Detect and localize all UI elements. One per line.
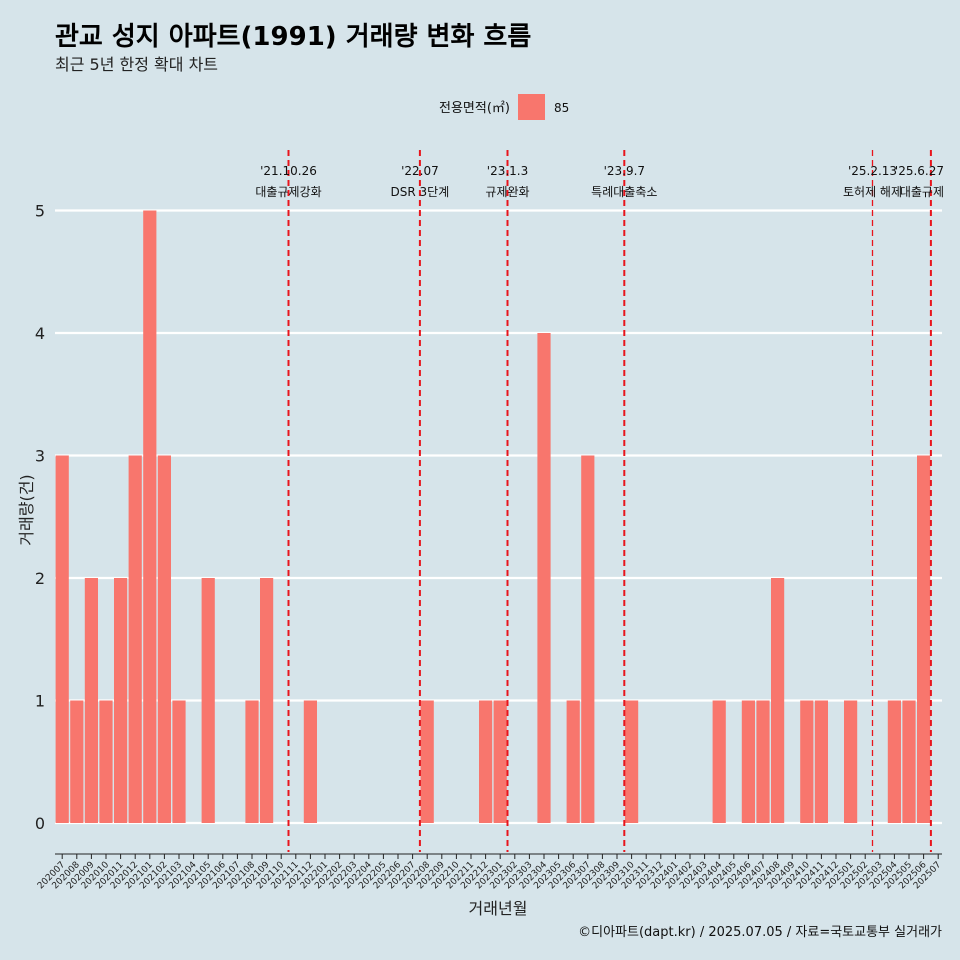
- y-axis-title: 거래량(건): [17, 474, 36, 545]
- bar-202007: [55, 455, 69, 823]
- bar-202212: [479, 700, 493, 823]
- event-label-202506: 대출규제: [900, 185, 944, 199]
- bar-202306: [566, 700, 580, 823]
- event-date-202506: '25.6.27: [895, 164, 944, 178]
- y-tick-label-3: 3: [35, 447, 45, 466]
- bar-202407: [756, 700, 770, 823]
- bar-202012: [128, 455, 142, 823]
- bar-202505: [902, 700, 916, 823]
- bar-202408: [771, 578, 785, 823]
- bar-202404: [712, 700, 726, 823]
- bar-202310: [625, 700, 639, 823]
- x-axis-title: 거래년월: [469, 899, 528, 918]
- bars: [55, 210, 931, 823]
- bar-202103: [172, 700, 186, 823]
- bar-202101: [143, 210, 157, 823]
- bar-202008: [70, 700, 84, 823]
- legend-label-85: 85: [554, 101, 569, 115]
- y-tick-label-0: 0: [35, 814, 45, 833]
- event-label-202207: DSR 3단계: [391, 185, 450, 199]
- bar-202301: [493, 700, 507, 823]
- bar-202009: [84, 578, 98, 823]
- bar-202108: [245, 700, 259, 823]
- chart-subtitle: 최근 5년 한정 확대 차트: [55, 55, 218, 74]
- bar-202501: [844, 700, 858, 823]
- event-markers: '21.10.26 대출규제강화 '22.07 DSR 3단계 '23.1.3 규제완화 '…: [255, 150, 944, 852]
- bar-202112: [303, 700, 317, 823]
- bar-202208: [420, 700, 434, 823]
- y-axis-ticks: 0 1 2 3 4 5: [35, 202, 45, 834]
- bar-202011: [114, 578, 128, 823]
- bar-202411: [814, 700, 828, 823]
- event-label-202110: 대출규제강화: [255, 185, 321, 199]
- y-tick-label-1: 1: [35, 692, 45, 711]
- legend: 전용면적(㎡) 85: [439, 94, 569, 120]
- y-tick-label-4: 4: [35, 324, 45, 343]
- y-tick-label-2: 2: [35, 569, 45, 588]
- bar-202307: [581, 455, 595, 823]
- bar-202506: [917, 455, 931, 823]
- event-label-202309: 특례대출축소: [591, 185, 657, 199]
- event-label-202502: 토허제 해제: [843, 185, 902, 199]
- bar-202504: [887, 700, 901, 823]
- bar-202406: [741, 700, 755, 823]
- event-date-202309: '23.9.7: [604, 164, 645, 178]
- legend-swatch-85: [518, 94, 545, 120]
- bar-202109: [260, 578, 274, 823]
- event-date-202301: '23.1.3: [487, 164, 528, 178]
- event-date-202207: '22.07: [401, 164, 439, 178]
- legend-title: 전용면적(㎡): [439, 101, 510, 116]
- bar-202410: [800, 700, 814, 823]
- event-date-202110: '21.10.26: [260, 164, 317, 178]
- event-date-202502: '25.2.13: [848, 164, 897, 178]
- x-axis: 2020072020082020092020102020112020122021…: [36, 853, 943, 891]
- bar-202102: [157, 455, 171, 823]
- bar-202010: [99, 700, 113, 823]
- bar-202304: [537, 333, 551, 823]
- chart-title: 관교 성지 아파트(1991) 거래량 변화 흐름: [55, 22, 531, 52]
- caption: ©디아파트(dapt.kr) / 2025.07.05 / 자료=국토교통부 실…: [578, 925, 942, 940]
- event-label-202301: 규제완화: [485, 185, 529, 199]
- y-tick-label-5: 5: [35, 202, 45, 221]
- bar-202105: [201, 578, 215, 823]
